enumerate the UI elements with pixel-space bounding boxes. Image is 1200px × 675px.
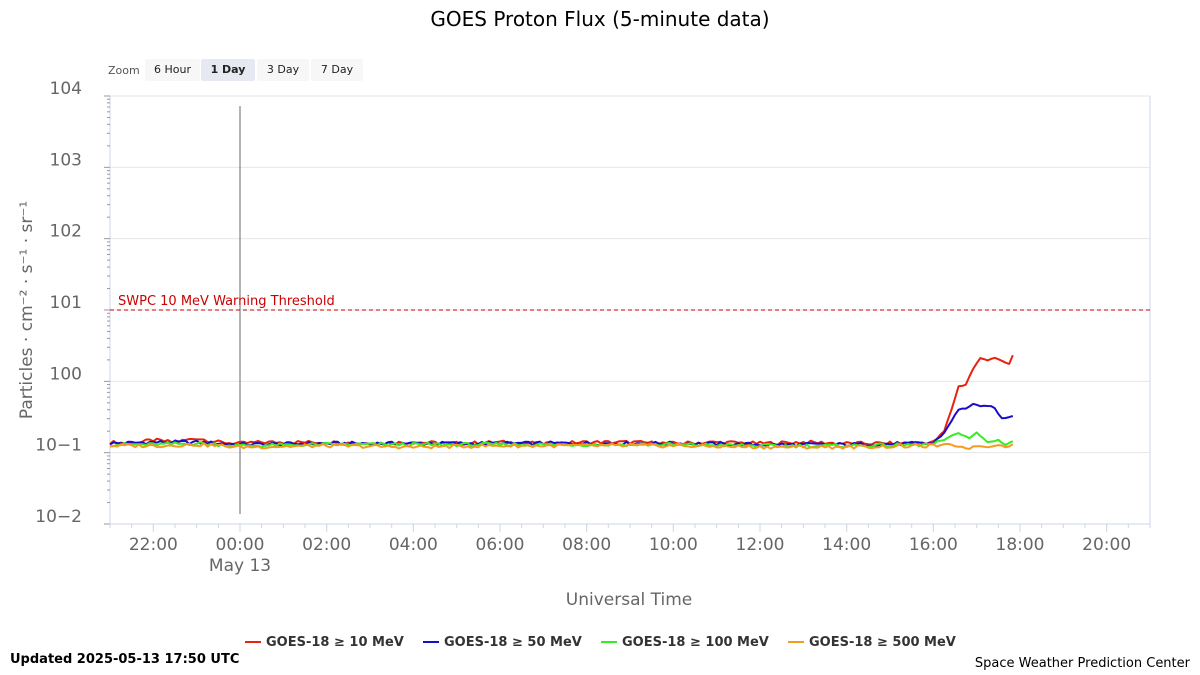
zoom-button-7-day[interactable]: 7 Day	[311, 59, 363, 81]
legend-item[interactable]: GOES-18 ≥ 50 MeV	[423, 635, 582, 650]
y-axis-label: Particles · cm⁻² · s⁻¹ · sr⁻¹	[17, 201, 37, 419]
updated-timestamp: Updated 2025-05-13 17:50 UTC	[10, 652, 240, 667]
y-tick-label: 10−2	[35, 507, 82, 527]
legend: GOES-18 ≥ 10 MeV GOES-18 ≥ 50 MeV GOES-18 …	[245, 635, 956, 650]
x-tick-label: 06:00	[476, 535, 525, 555]
zoom-button-bg	[311, 59, 363, 81]
x-axis-label: Universal Time	[566, 590, 692, 610]
data-series	[109, 354, 1014, 450]
zoom-button-bg	[257, 59, 309, 81]
legend-item[interactable]: GOES-18 ≥ 100 MeV	[601, 635, 769, 650]
x-tick-label: 22:00	[129, 535, 178, 555]
x-tick-label: 12:00	[736, 535, 785, 555]
zoom-button-label: 3 Day	[267, 63, 300, 76]
y-tick-label: 10−1	[35, 436, 82, 456]
zoom-button-6-hour[interactable]: 6 Hour	[145, 59, 200, 81]
legend-item[interactable]: GOES-18 ≥ 500 MeV	[788, 635, 956, 650]
legend-label: GOES-18 ≥ 500 MeV	[809, 635, 956, 650]
zoom-button-bg	[145, 59, 200, 81]
y-tick-label: 104	[50, 79, 82, 99]
legend-label: GOES-18 ≥ 100 MeV	[622, 635, 769, 650]
zoom-controls: Zoom 6 Hour 1 Day 3 Day 7 Day	[108, 59, 363, 81]
chart-title: GOES Proton Flux (5-minute data)	[430, 7, 769, 31]
warning-threshold: SWPC 10 MeV Warning Threshold	[110, 294, 1150, 311]
x-tick-label: 20:00	[1082, 535, 1131, 555]
x-tick-label: 00:00	[216, 535, 265, 555]
x-tick-label: 04:00	[389, 535, 438, 555]
x-tick-label: 10:00	[649, 535, 698, 555]
threshold-label: SWPC 10 MeV Warning Threshold	[118, 294, 335, 309]
zoom-button-label: 6 Hour	[154, 63, 191, 76]
y-tick-label: 101	[50, 293, 82, 313]
x-tick-label: 08:00	[562, 535, 611, 555]
zoom-button-1-day[interactable]: 1 Day	[201, 59, 255, 81]
x-tick-label: 16:00	[909, 535, 958, 555]
y-tick-label: 102	[50, 222, 82, 242]
y-tick-label: 103	[50, 150, 82, 170]
y-axis: 10−2 10−1 100 101 102 103 104	[35, 79, 111, 527]
series-line-1	[109, 402, 1014, 448]
x-tick-label: 18:00	[996, 535, 1045, 555]
y-tick-label: 100	[50, 364, 82, 384]
x-tick-label: 02:00	[302, 535, 351, 555]
credit-text: Space Weather Prediction Center	[974, 656, 1190, 671]
zoom-button-label: 1 Day	[211, 63, 246, 76]
x-tick-sublabel: May 13	[209, 556, 271, 576]
series-line-3	[109, 442, 1014, 450]
zoom-button-bg	[201, 59, 255, 81]
x-tick-label: 14:00	[822, 535, 871, 555]
zoom-button-label: 7 Day	[321, 63, 354, 76]
zoom-label: Zoom	[108, 64, 140, 77]
legend-label: GOES-18 ≥ 10 MeV	[266, 635, 404, 650]
legend-item[interactable]: GOES-18 ≥ 10 MeV	[245, 635, 404, 650]
legend-label: GOES-18 ≥ 50 MeV	[444, 635, 582, 650]
zoom-button-3-day[interactable]: 3 Day	[257, 59, 309, 81]
